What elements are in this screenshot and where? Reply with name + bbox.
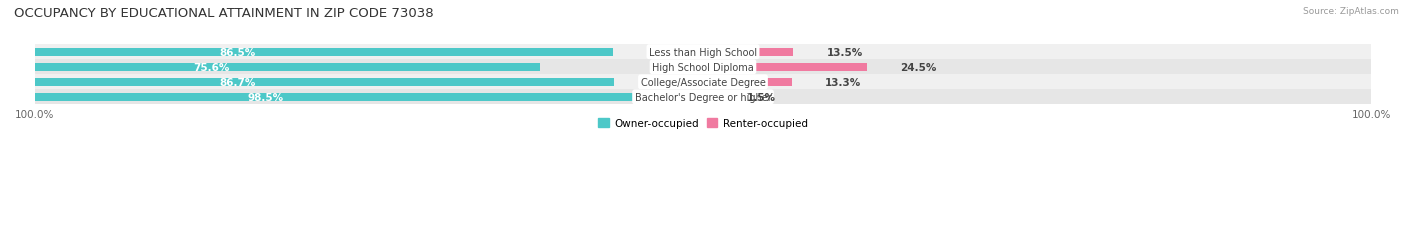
Text: Source: ZipAtlas.com: Source: ZipAtlas.com <box>1303 7 1399 16</box>
Text: Less than High School: Less than High School <box>650 48 756 58</box>
Text: 13.5%: 13.5% <box>827 48 863 58</box>
Text: 86.7%: 86.7% <box>219 77 256 87</box>
Text: 1.5%: 1.5% <box>747 92 776 102</box>
Bar <box>703 64 866 71</box>
Text: 24.5%: 24.5% <box>900 62 936 73</box>
Text: OCCUPANCY BY EDUCATIONAL ATTAINMENT IN ZIP CODE 73038: OCCUPANCY BY EDUCATIONAL ATTAINMENT IN Z… <box>14 7 433 20</box>
Bar <box>35 75 1371 90</box>
Bar <box>35 94 693 101</box>
Text: College/Associate Degree: College/Associate Degree <box>641 77 765 87</box>
Bar <box>35 49 613 56</box>
Legend: Owner-occupied, Renter-occupied: Owner-occupied, Renter-occupied <box>595 115 811 133</box>
Text: 86.5%: 86.5% <box>219 48 254 58</box>
Bar <box>35 60 1371 75</box>
Bar <box>703 94 713 101</box>
Text: 75.6%: 75.6% <box>194 62 229 73</box>
Text: 13.3%: 13.3% <box>825 77 862 87</box>
Bar <box>35 79 614 86</box>
Bar <box>35 45 1371 60</box>
Bar <box>35 64 540 71</box>
Bar <box>703 49 793 56</box>
Text: 98.5%: 98.5% <box>247 92 283 102</box>
Text: High School Diploma: High School Diploma <box>652 62 754 73</box>
Bar <box>703 79 792 86</box>
Text: Bachelor's Degree or higher: Bachelor's Degree or higher <box>634 92 772 102</box>
Bar <box>35 90 1371 105</box>
